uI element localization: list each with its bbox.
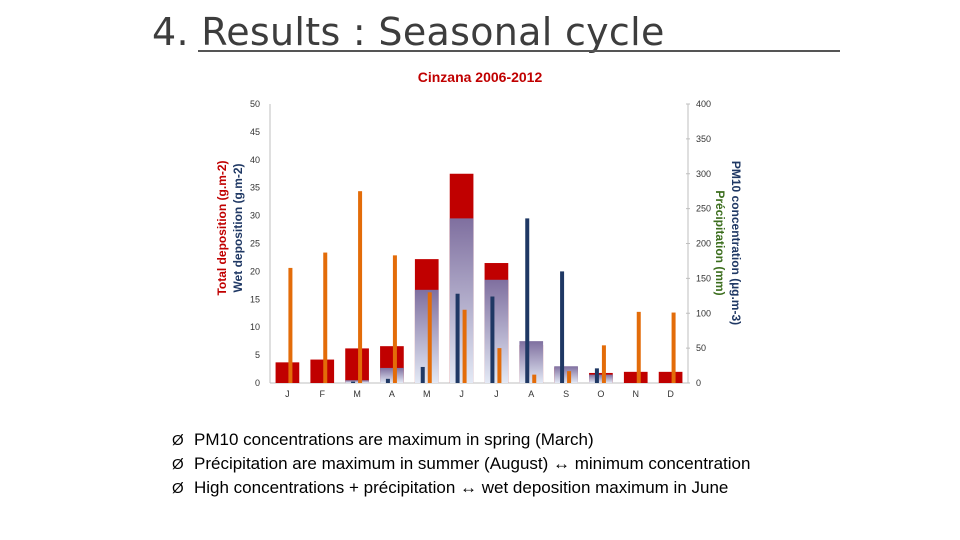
left-tick-label: 30	[250, 211, 260, 221]
x-tick-label: D	[667, 389, 674, 399]
left-tick-label: 5	[255, 350, 260, 360]
precipitation-bar	[497, 348, 502, 383]
wet-deposition-bar	[519, 341, 544, 383]
pm10-bar	[420, 366, 425, 383]
bullet-item: Ø PM10 concentrations are maximum in spr…	[172, 428, 750, 452]
right-tick-label: 250	[696, 204, 711, 214]
wet-deposition-bar	[345, 380, 369, 383]
total-deposition-bar	[658, 371, 683, 383]
left-tick-label: 45	[250, 127, 260, 137]
left-tick-label: 35	[250, 183, 260, 193]
x-tick-label: J	[459, 389, 464, 399]
left-tick-label: 50	[250, 99, 260, 109]
pm10-bar	[560, 271, 565, 383]
precipitation-bar	[636, 311, 641, 383]
pm10-bar	[455, 293, 460, 383]
x-tick-label: N	[633, 389, 640, 399]
total-deposition-bar	[345, 348, 369, 383]
precipitation-bar	[671, 312, 676, 383]
precipitation-bar	[427, 292, 432, 383]
wet-deposition-bar	[449, 218, 474, 383]
bullet-arrow-icon: Ø	[172, 431, 184, 449]
total-deposition-bar	[623, 371, 648, 383]
total-deposition-bar	[275, 362, 300, 383]
pm10-bar	[385, 378, 390, 383]
x-tick-label: O	[597, 389, 604, 399]
right-tick-label: 150	[696, 273, 711, 283]
left-tick-label: 20	[250, 266, 260, 276]
bullet-text: PM10 concentrations are maximum in sprin…	[194, 430, 594, 449]
x-tick-label: F	[320, 389, 326, 399]
right-tick-label: 300	[696, 169, 711, 179]
right-tick-label: 100	[696, 308, 711, 318]
bullet-list: Ø PM10 concentrations are maximum in spr…	[172, 428, 750, 500]
right-tick-label: 400	[696, 99, 711, 109]
x-tick-label: A	[528, 389, 534, 399]
wet-deposition-bar	[414, 289, 439, 383]
pm10-bar	[490, 296, 495, 383]
pm10-bar	[525, 218, 530, 383]
right-axis-label-pm10: PM10 concentration (µg.m-3)	[729, 161, 743, 325]
total-deposition-bar	[310, 359, 335, 383]
right-tick-label: 0	[696, 378, 701, 388]
slide-title: 4. Results : Seasonal cycle	[152, 10, 665, 54]
precipitation-bar	[323, 252, 328, 383]
left-tick-label: 0	[255, 378, 260, 388]
bullet-arrow-icon: Ø	[172, 479, 184, 497]
left-tick-label: 15	[250, 294, 260, 304]
right-axis-label-precip: Précipitation (mm)	[713, 190, 727, 295]
right-tick-label: 350	[696, 134, 711, 144]
precipitation-bar	[601, 345, 606, 383]
chart-title: Cinzana 2006-2012	[418, 69, 543, 85]
precipitation-bar	[532, 374, 537, 383]
bullet-text: Précipitation are maximum in summer (Aug…	[194, 454, 751, 473]
wet-deposition-bar	[554, 366, 578, 383]
right-tick-label: 200	[696, 239, 711, 249]
x-tick-label: S	[563, 389, 569, 399]
bullet-item: Ø High concentrations + précipitation ↔ …	[172, 476, 750, 500]
left-tick-label: 10	[250, 322, 260, 332]
left-axis-label-total: Total deposition (g.m-2)	[215, 160, 229, 295]
precipitation-bar	[462, 309, 467, 383]
x-tick-label: M	[423, 389, 431, 399]
title-underline	[198, 50, 840, 52]
pm10-bar	[594, 368, 599, 383]
bullet-item: Ø Précipitation are maximum in summer (A…	[172, 452, 750, 476]
right-tick-label: 50	[696, 343, 706, 353]
left-tick-label: 40	[250, 155, 260, 165]
wet-deposition-bar	[380, 367, 404, 383]
precipitation-bar	[288, 267, 293, 383]
bullet-arrow-icon: Ø	[172, 455, 184, 473]
precipitation-bar	[567, 371, 572, 383]
left-tick-label: 25	[250, 239, 260, 249]
precipitation-bar	[392, 255, 397, 383]
x-tick-label: J	[285, 389, 290, 399]
x-tick-label: J	[494, 389, 499, 399]
wet-deposition-bar	[484, 279, 509, 383]
precipitation-bar	[358, 191, 363, 383]
bullet-text: High concentrations + précipitation ↔ we…	[194, 478, 729, 497]
left-axis-label-wet: Wet deposition (g.m-2)	[231, 163, 245, 292]
wet-deposition-bar	[589, 374, 613, 383]
x-tick-label: A	[389, 389, 395, 399]
x-tick-label: M	[353, 389, 361, 399]
pm10-bar	[351, 381, 356, 383]
